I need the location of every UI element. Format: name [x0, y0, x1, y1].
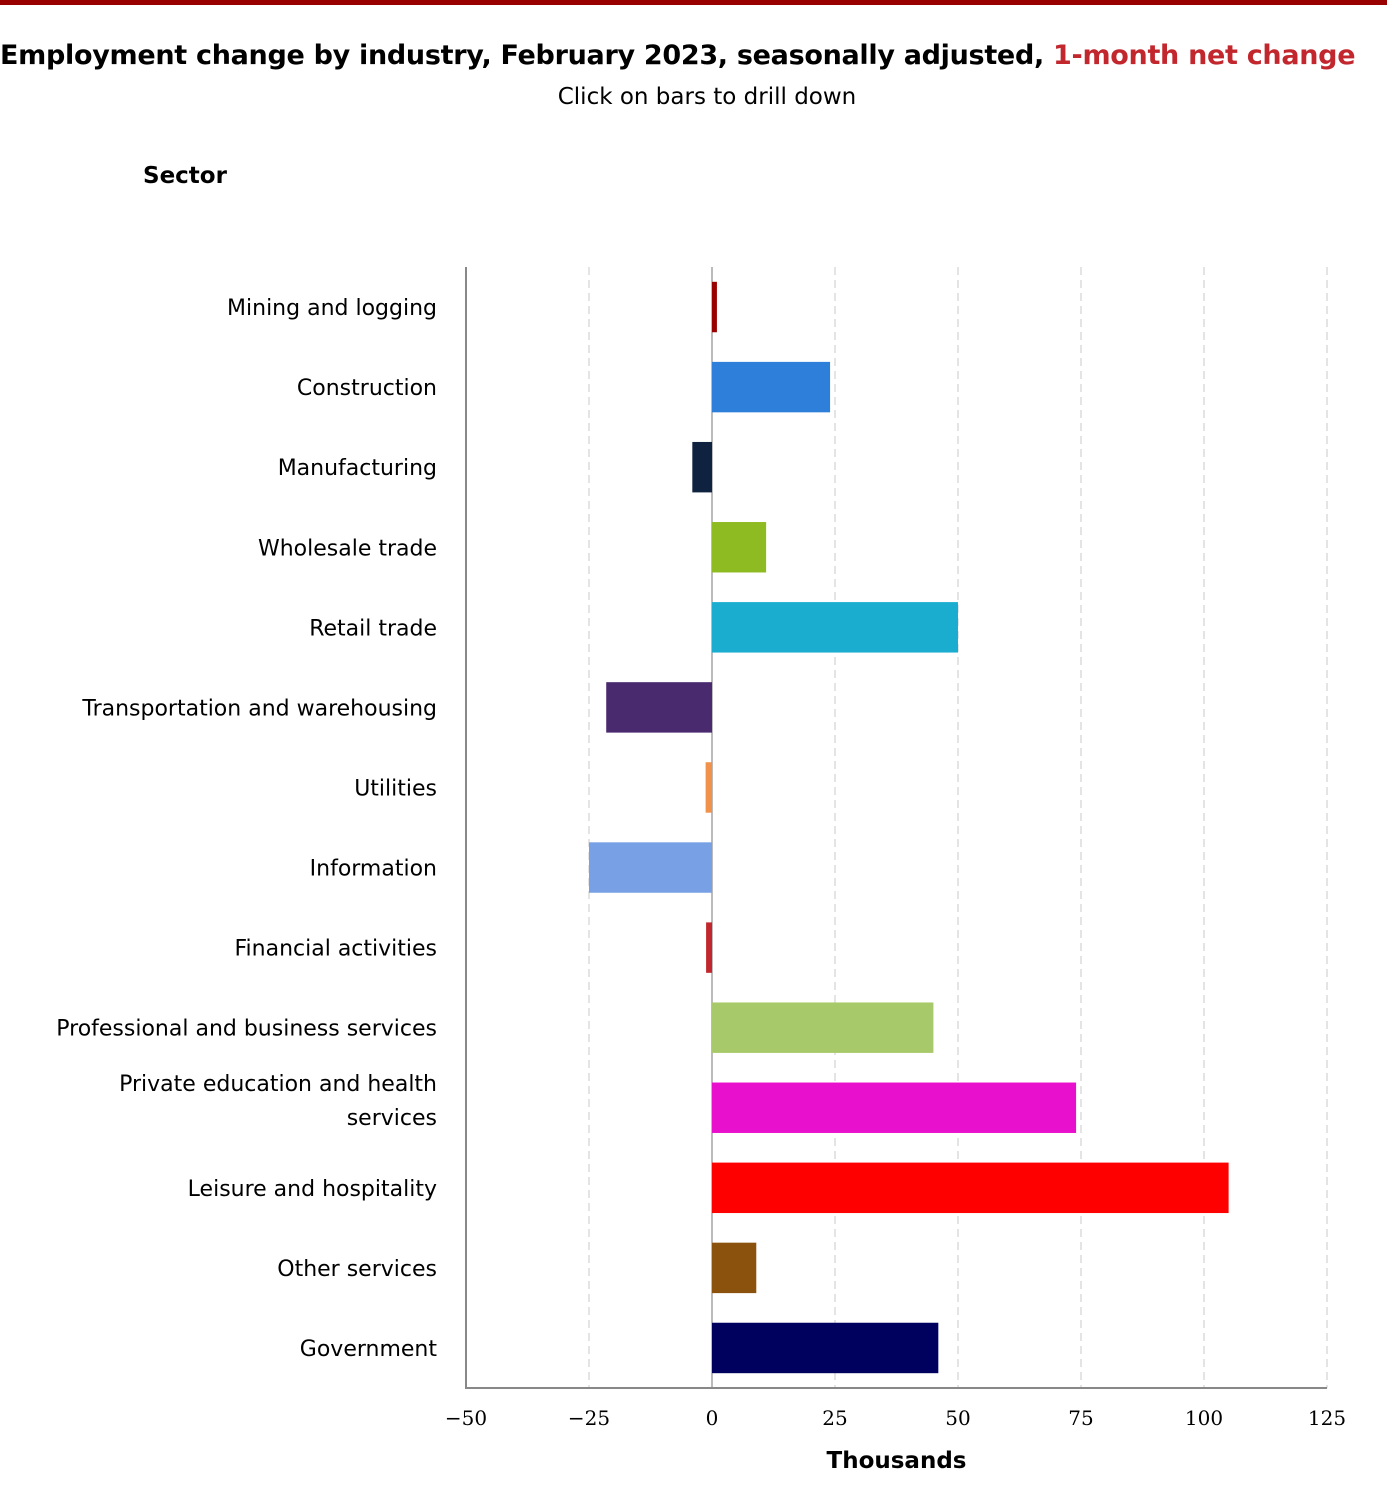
category-label: Other services [277, 1257, 437, 1282]
bar-utilities[interactable] [705, 762, 712, 813]
axes [465, 267, 1327, 1389]
category-label: Wholesale trade [258, 536, 437, 561]
category-label: Private education and health [119, 1072, 437, 1097]
y-axis-title: Sector [143, 163, 227, 189]
category-label: Mining and logging [227, 296, 437, 321]
bar-information[interactable] [589, 842, 712, 893]
bar-retail-trade[interactable] [712, 602, 958, 653]
category-label: Retail trade [309, 616, 437, 641]
bar-government[interactable] [712, 1322, 939, 1374]
bar-professional-and-business-services[interactable] [712, 1002, 934, 1053]
category-label: Utilities [354, 776, 437, 801]
x-tick-label: 125 [1308, 1406, 1346, 1430]
x-tick-label: 25 [822, 1406, 847, 1430]
x-axis-title: Thousands [827, 1448, 967, 1474]
chart-subtitle: Click on bars to drill down [557, 84, 857, 110]
bar-leisure-and-hospitality[interactable] [712, 1162, 1229, 1214]
x-tick-label: 100 [1185, 1406, 1223, 1430]
bar-transportation-and-warehousing[interactable] [606, 682, 712, 733]
category-labels: Mining and logging Construction Manufactur… [56, 296, 437, 1362]
x-tick-label: −50 [445, 1406, 487, 1430]
bars [589, 281, 1229, 1374]
gridlines [588, 267, 1328, 1388]
category-label: Professional and business services [56, 1017, 437, 1042]
category-label: Manufacturing [278, 456, 437, 481]
x-tick-label: 75 [1068, 1406, 1093, 1430]
top-accent-bar [0, 0, 1387, 5]
bar-other-services[interactable] [712, 1242, 757, 1294]
chart-title-main: Employment change by industry, February … [0, 40, 1054, 71]
category-label: Information [310, 857, 437, 882]
bar-manufacturing[interactable] [692, 441, 712, 493]
bar-construction[interactable] [712, 361, 831, 413]
category-label: Construction [297, 376, 437, 401]
bar-financial-activities[interactable] [706, 922, 712, 973]
category-label: services [347, 1106, 437, 1131]
chart-title-accent: 1-month net change [1053, 40, 1356, 71]
x-tick-label: −25 [568, 1406, 610, 1430]
bar-wholesale-trade[interactable] [712, 522, 767, 573]
tick-labels: −50 −25 0 25 50 75 100 125 [445, 1406, 1346, 1430]
category-label: Financial activities [234, 937, 437, 962]
x-tick-label: 0 [706, 1406, 719, 1430]
bar-mining-and-logging[interactable] [712, 281, 717, 333]
category-label: Transportation and warehousing [81, 696, 437, 721]
bar-private-education-and-health-services[interactable] [712, 1082, 1077, 1133]
category-label: Leisure and hospitality [188, 1177, 437, 1202]
category-label: Government [300, 1337, 438, 1362]
chart-title: Employment change by industry, February … [0, 40, 1356, 71]
x-tick-label: 50 [945, 1406, 970, 1430]
